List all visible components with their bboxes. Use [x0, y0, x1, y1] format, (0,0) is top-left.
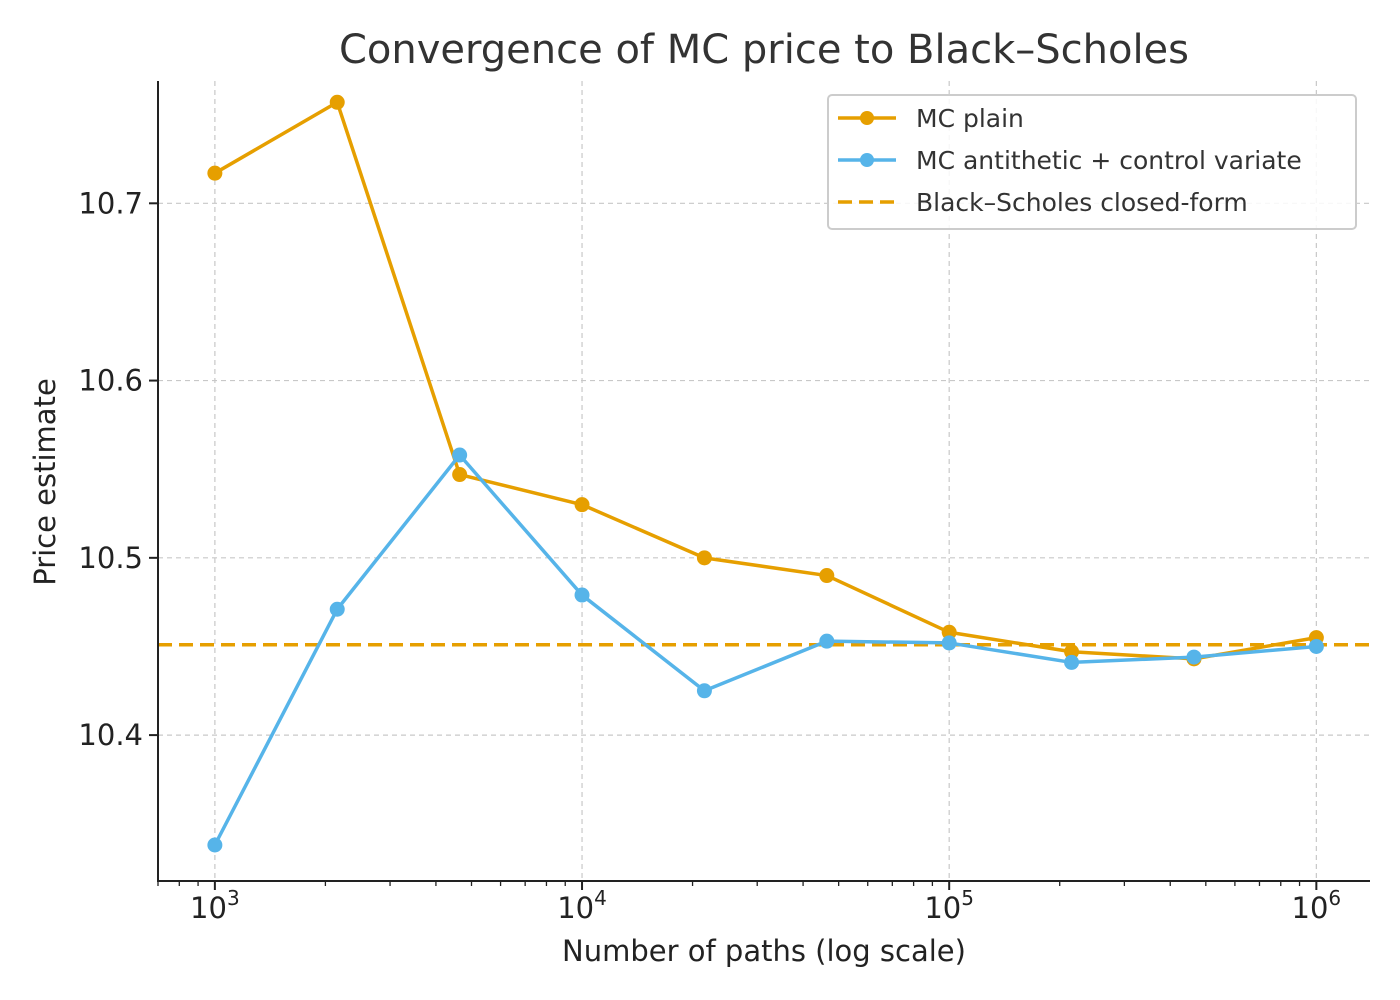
x-tick-base: 10	[924, 891, 961, 925]
x-tick-base: 10	[190, 891, 227, 925]
data-point	[696, 683, 712, 699]
legend-item: MC antithetic + control variate	[838, 146, 1302, 175]
data-point	[452, 467, 468, 483]
x-tick-exponent: 3	[227, 886, 240, 910]
x-tick-base: 10	[1292, 891, 1329, 925]
y-tick-label: 10.4	[78, 718, 143, 752]
legend-label: Black–Scholes closed-form	[916, 188, 1248, 217]
data-point	[574, 587, 590, 603]
series-line	[213, 453, 1317, 846]
data-point	[1064, 644, 1080, 660]
x-axis-label: Number of paths (log scale)	[562, 934, 966, 968]
legend-label: MC plain	[916, 104, 1024, 133]
y-axis-label: Price estimate	[28, 378, 62, 586]
y-tick-label: 10.5	[78, 541, 143, 575]
x-tick-label: 106	[1292, 886, 1342, 925]
legend-swatch-marker	[860, 111, 874, 125]
legend-frame	[827, 94, 1357, 230]
chart-title: Convergence of MC price to Black–Scholes	[339, 27, 1189, 73]
data-point	[941, 624, 957, 640]
x-tick-label: 104	[557, 886, 607, 925]
data-point	[941, 635, 957, 651]
legend: MC plain MC antithetic + control variate B…	[827, 94, 1357, 230]
data-point	[1064, 654, 1080, 670]
series-layer	[207, 94, 1324, 853]
series-mc-antithetic-control-variate	[207, 447, 1324, 853]
legend-swatch-marker	[860, 153, 874, 167]
legend-item: Black–Scholes closed-form	[838, 188, 1248, 217]
y-axis: 10.4 10.5 10.6 10.7	[78, 186, 158, 752]
x-tick-label: 103	[190, 886, 240, 925]
data-point	[574, 497, 590, 513]
axes-spines	[157, 81, 1370, 882]
data-point	[329, 601, 345, 617]
data-point	[819, 633, 835, 649]
series-mc-plain	[207, 94, 1324, 667]
x-tick-exponent: 5	[961, 886, 974, 910]
data-point	[329, 94, 345, 110]
grid	[158, 81, 1370, 881]
x-axis: 103 104 105 106	[190, 881, 1341, 925]
x-tick-base: 10	[557, 891, 594, 925]
data-point	[1186, 649, 1202, 665]
data-point	[696, 550, 712, 566]
data-point	[452, 447, 468, 463]
x-tick-exponent: 4	[594, 886, 607, 910]
x-tick-exponent: 6	[1328, 886, 1341, 910]
legend-label: MC antithetic + control variate	[916, 146, 1302, 175]
series-line	[213, 100, 1317, 661]
data-point	[1308, 638, 1324, 654]
x-tick-label: 105	[924, 886, 974, 925]
data-point	[819, 568, 835, 584]
y-tick-label: 10.6	[78, 364, 143, 398]
legend-item: MC plain	[838, 104, 1024, 133]
data-point	[207, 837, 223, 853]
y-tick-label: 10.7	[78, 186, 143, 220]
data-point	[207, 165, 223, 181]
